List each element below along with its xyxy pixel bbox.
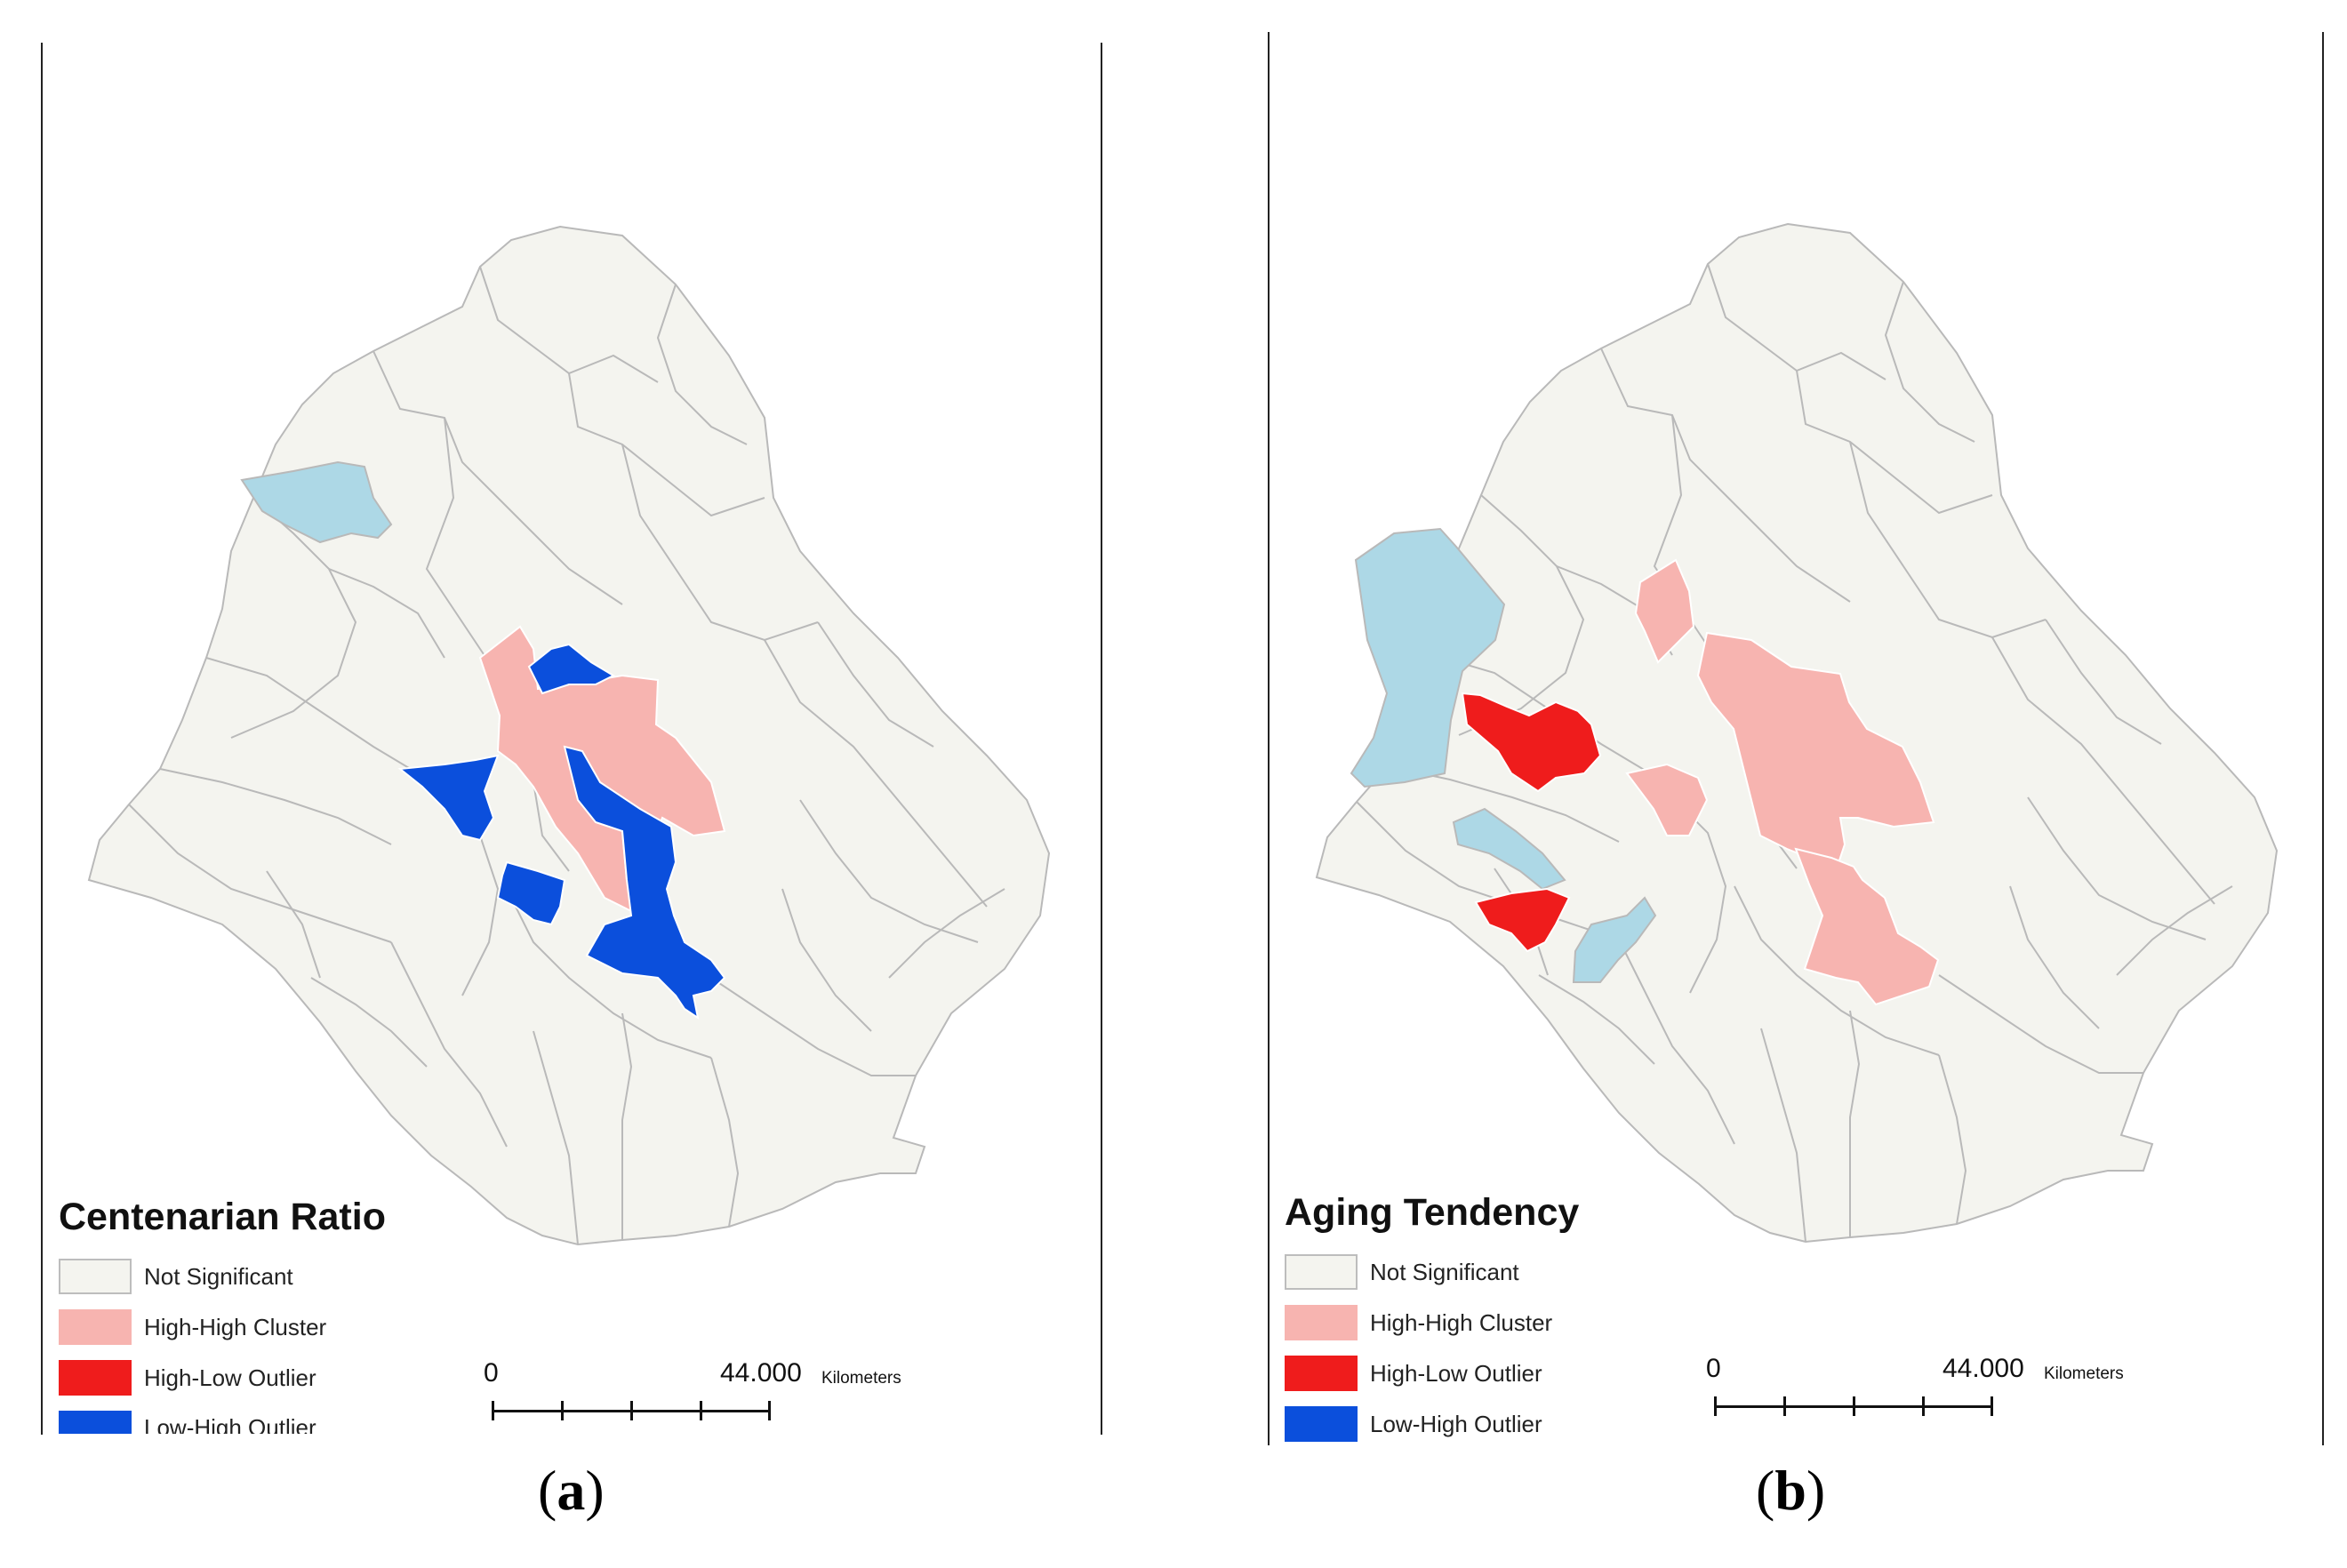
scale-tick bbox=[768, 1401, 771, 1420]
legend-item-low-high-outlier: Low-High Outlier bbox=[59, 1409, 316, 1434]
panel-caption: (a) bbox=[538, 1459, 605, 1522]
scale-unit-label: Kilometers bbox=[2044, 1364, 2124, 1383]
low-high-area-2 bbox=[397, 754, 500, 842]
low-high-area-3 bbox=[563, 745, 726, 1020]
low-low-area-3 bbox=[1572, 896, 1657, 983]
frame-line-right bbox=[1101, 43, 1102, 1435]
high-low-area-2 bbox=[1474, 887, 1571, 953]
panel-a: Centenarian Ratio Not Significant High-H… bbox=[41, 43, 1102, 1522]
scale-tick bbox=[1853, 1396, 1855, 1416]
map-centenarian-ratio bbox=[87, 225, 1051, 1246]
high-low-outlier-areas bbox=[1461, 692, 1602, 953]
legend-item-low-high-outlier: Low-High Outlier bbox=[1285, 1404, 1542, 1444]
scale-bar: 0 44.000 Kilometers bbox=[480, 1358, 901, 1429]
low-high-outlier-areas bbox=[397, 643, 726, 1020]
scale-end-label: 44.000 bbox=[1942, 1354, 2024, 1383]
scale-start-label: 0 bbox=[484, 1358, 499, 1388]
low-low-area-2 bbox=[1452, 807, 1566, 891]
district-boundaries bbox=[128, 266, 1005, 1245]
high-high-area-3 bbox=[1625, 763, 1709, 836]
scale-unit-label: Kilometers bbox=[821, 1369, 901, 1388]
legend-swatch bbox=[59, 1360, 132, 1396]
panel-b: Aging Tendency Not Significant High-High… bbox=[1174, 0, 2347, 1568]
low-low-cluster-areas bbox=[240, 460, 393, 544]
legend-label: Not Significant bbox=[1370, 1258, 1519, 1285]
legend-swatch bbox=[59, 1411, 132, 1434]
scale-tick bbox=[1783, 1396, 1786, 1416]
scale-tick bbox=[630, 1401, 633, 1420]
legend-label: High-Low Outlier bbox=[1370, 1359, 1542, 1387]
legend-swatch bbox=[1285, 1406, 1358, 1442]
legend-item-high-low-outlier: High-Low Outlier bbox=[59, 1358, 316, 1397]
scale-bar: 0 44.000 Kilometers bbox=[1702, 1354, 2124, 1425]
legend-label: Low-High Outlier bbox=[144, 1414, 316, 1434]
high-low-area-1 bbox=[1461, 692, 1602, 793]
high-high-area-2 bbox=[1696, 631, 1935, 873]
legend-swatch bbox=[1285, 1305, 1358, 1340]
scale-tick bbox=[561, 1401, 564, 1420]
panel-caption: (b) bbox=[1756, 1459, 1826, 1522]
low-low-area-1 bbox=[1350, 527, 1506, 788]
scale-tick bbox=[1922, 1396, 1925, 1416]
scale-tick bbox=[700, 1401, 702, 1420]
frame-line-right bbox=[2322, 32, 2324, 1445]
legend-label: High-Low Outlier bbox=[144, 1364, 316, 1391]
legend-item-not-significant: Not Significant bbox=[59, 1257, 293, 1296]
frame-line-left bbox=[41, 43, 43, 1435]
legend-label: High-High Cluster bbox=[1370, 1308, 1553, 1336]
legend-title: Aging Tendency bbox=[1285, 1191, 1580, 1234]
legend-label: High-High Cluster bbox=[144, 1313, 327, 1340]
low-high-area-4 bbox=[496, 860, 566, 926]
high-high-area-4 bbox=[1794, 847, 1940, 1006]
map-aging-tendency bbox=[1315, 222, 2279, 1244]
high-high-area-1 bbox=[1634, 558, 1695, 664]
legend-item-high-high-cluster: High-High Cluster bbox=[59, 1308, 326, 1347]
legend-item-high-high-cluster: High-High Cluster bbox=[1285, 1303, 1552, 1342]
scale-start-label: 0 bbox=[1706, 1354, 1721, 1383]
scale-end-label: 44.000 bbox=[720, 1358, 802, 1388]
legend-swatch bbox=[59, 1259, 132, 1294]
low-low-area-1 bbox=[240, 460, 393, 544]
legend-item-high-low-outlier: High-Low Outlier bbox=[1285, 1354, 1542, 1393]
low-high-area-1 bbox=[527, 643, 616, 695]
scale-tick bbox=[1714, 1396, 1717, 1416]
legend-label: Not Significant bbox=[144, 1262, 293, 1290]
high-high-cluster-areas bbox=[1625, 558, 1940, 1006]
low-low-cluster-areas bbox=[1350, 527, 1657, 983]
scale-tick bbox=[1991, 1396, 1993, 1416]
legend-swatch bbox=[1285, 1356, 1358, 1391]
scale-tick bbox=[492, 1401, 494, 1420]
legend-swatch bbox=[1285, 1254, 1358, 1290]
legend-swatch bbox=[59, 1309, 132, 1345]
legend-label: Low-High Outlier bbox=[1370, 1410, 1542, 1437]
legend-title: Centenarian Ratio bbox=[59, 1196, 386, 1238]
legend-item-not-significant: Not Significant bbox=[1285, 1252, 1519, 1292]
frame-line-left bbox=[1268, 32, 1270, 1445]
